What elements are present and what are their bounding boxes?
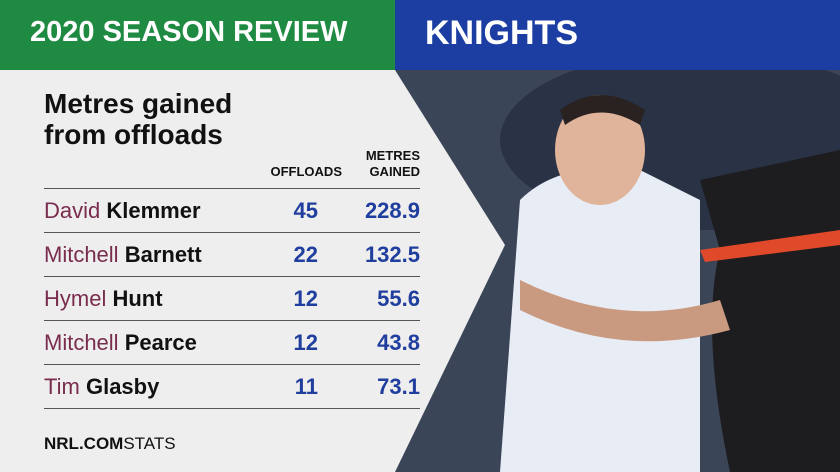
team-band (395, 0, 840, 70)
metres: 132.5 (364, 242, 420, 267)
team-name: KNIGHTS (425, 14, 578, 52)
metres: 55.6 (377, 286, 420, 311)
metres: 73.1 (377, 374, 420, 399)
first-name: Hymel (44, 286, 107, 311)
first-name: Tim (44, 374, 80, 399)
offloads: 11 (294, 374, 318, 399)
player-name: Mitchell Barnett (44, 242, 202, 268)
header-band (0, 0, 395, 70)
first-name: David (44, 198, 101, 223)
footer-brand: NRL.COM (44, 434, 124, 453)
first-name: Mitchell (44, 242, 119, 267)
metres: 43.8 (377, 330, 420, 355)
last-name: Glasby (85, 374, 160, 399)
footer: NRL.COMSTATS (44, 434, 176, 454)
row-rule (44, 188, 420, 189)
offloads: 22 (293, 242, 318, 267)
row-rule (44, 232, 420, 233)
last-name: Pearce (124, 330, 197, 355)
table-title: Metres gained from offloads (44, 88, 233, 150)
row-rule (44, 276, 420, 277)
last-name: Hunt (112, 286, 163, 311)
player-name: Mitchell Pearce (44, 330, 197, 356)
last-name: Klemmer (106, 198, 201, 223)
player-name: David Klemmer (44, 198, 201, 224)
offloads: 12 (293, 286, 318, 311)
row-rule (44, 408, 420, 409)
offloads: 12 (293, 330, 318, 355)
player-name: Tim Glasby (44, 374, 159, 400)
footer-label: STATS (123, 434, 176, 453)
row-rule (44, 364, 420, 365)
column-header: METRES GAINED (365, 148, 420, 179)
metres: 228.9 (364, 198, 420, 223)
first-name: Mitchell (44, 330, 119, 355)
player-name: Hymel Hunt (44, 286, 163, 312)
column-header: OFFLOADS (270, 164, 343, 179)
offloads: 45 (293, 198, 318, 223)
header-title: 2020 SEASON REVIEW (30, 16, 348, 48)
last-name: Barnett (124, 242, 202, 267)
row-rule (44, 320, 420, 321)
